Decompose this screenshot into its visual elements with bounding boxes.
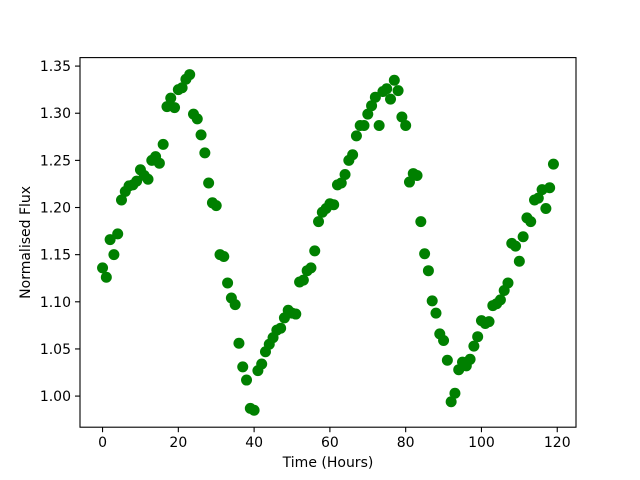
data-point (275, 322, 287, 334)
data-point (468, 340, 480, 352)
x-tick-label: 120 (544, 435, 571, 451)
data-point (426, 295, 438, 307)
data-point (210, 200, 222, 212)
x-tick-label: 80 (397, 435, 415, 451)
data-point (494, 294, 506, 306)
data-point (540, 202, 552, 214)
y-tick-label: 1.35 (40, 59, 71, 75)
y-tick-label: 1.25 (40, 153, 71, 169)
data-point (392, 85, 404, 97)
data-point (305, 262, 317, 274)
x-tick-label: 20 (169, 435, 187, 451)
data-point (396, 111, 408, 123)
data-point (502, 277, 514, 289)
data-point (438, 334, 450, 346)
data-point (472, 331, 484, 343)
data-point (241, 374, 253, 386)
data-point (445, 396, 457, 408)
data-point (229, 299, 241, 311)
data-point (517, 231, 529, 243)
data-point (165, 92, 177, 104)
data-point (184, 69, 196, 81)
data-point (532, 192, 544, 204)
data-point (199, 147, 211, 159)
data-point (464, 353, 476, 365)
data-point (544, 182, 556, 194)
data-point (422, 265, 434, 277)
x-axis: 0 20 40 60 80 100 120 (98, 427, 571, 451)
data-point (513, 255, 525, 267)
data-point (142, 173, 154, 185)
data-point (309, 245, 321, 257)
data-point (297, 274, 309, 286)
data-point (256, 358, 268, 370)
data-point (176, 82, 188, 94)
data-point (328, 199, 340, 211)
data-points (97, 69, 559, 416)
data-point (373, 119, 385, 131)
y-tick-label: 1.20 (40, 201, 71, 217)
data-point (131, 175, 143, 187)
data-point (415, 216, 427, 228)
y-axis: 1.00 1.05 1.10 1.15 1.20 1.25 1.30 1.35 (40, 59, 80, 405)
data-point (339, 169, 351, 181)
data-point (112, 228, 124, 240)
data-point (203, 177, 215, 189)
data-point (97, 262, 109, 274)
data-point (153, 157, 165, 169)
data-point (510, 240, 522, 252)
data-point (195, 129, 207, 141)
data-point (358, 119, 370, 131)
data-point (449, 387, 461, 399)
data-point (350, 130, 362, 142)
data-point (441, 354, 453, 366)
data-point (547, 158, 559, 170)
y-tick-label: 1.10 (40, 295, 71, 311)
axes-box (79, 57, 577, 428)
data-point (483, 316, 495, 328)
x-tick-label: 40 (245, 435, 263, 451)
data-point (157, 138, 169, 150)
data-point (313, 216, 325, 228)
data-point (218, 251, 230, 263)
data-point (369, 91, 381, 103)
data-point (400, 119, 412, 131)
data-point (237, 361, 249, 373)
y-axis-label: Normalised Flux (18, 186, 34, 299)
data-point (290, 308, 302, 320)
data-point (169, 102, 181, 114)
data-point (430, 307, 442, 319)
y-tick-label: 1.05 (40, 342, 71, 358)
data-point (115, 194, 127, 206)
data-point (388, 74, 400, 86)
x-tick-label: 60 (321, 435, 339, 451)
data-point (233, 337, 245, 349)
data-point (366, 100, 378, 112)
data-point (347, 149, 359, 161)
data-point (403, 176, 415, 188)
data-point (381, 83, 393, 95)
data-point (104, 234, 116, 246)
data-point (248, 404, 260, 416)
data-point (100, 271, 112, 283)
data-point (525, 216, 537, 228)
data-point (191, 113, 203, 125)
x-tick-label: 100 (468, 435, 495, 451)
data-point (419, 248, 431, 260)
data-point (335, 177, 347, 189)
data-point (362, 108, 374, 120)
y-tick-label: 1.30 (40, 106, 71, 122)
data-point (108, 249, 120, 261)
y-tick-label: 1.00 (40, 389, 71, 405)
x-axis-label: Time (Hours) (282, 455, 374, 471)
data-point (222, 277, 234, 289)
x-tick-label: 0 (98, 435, 107, 451)
data-point (385, 93, 397, 105)
data-point (411, 169, 423, 181)
y-tick-label: 1.15 (40, 248, 71, 264)
